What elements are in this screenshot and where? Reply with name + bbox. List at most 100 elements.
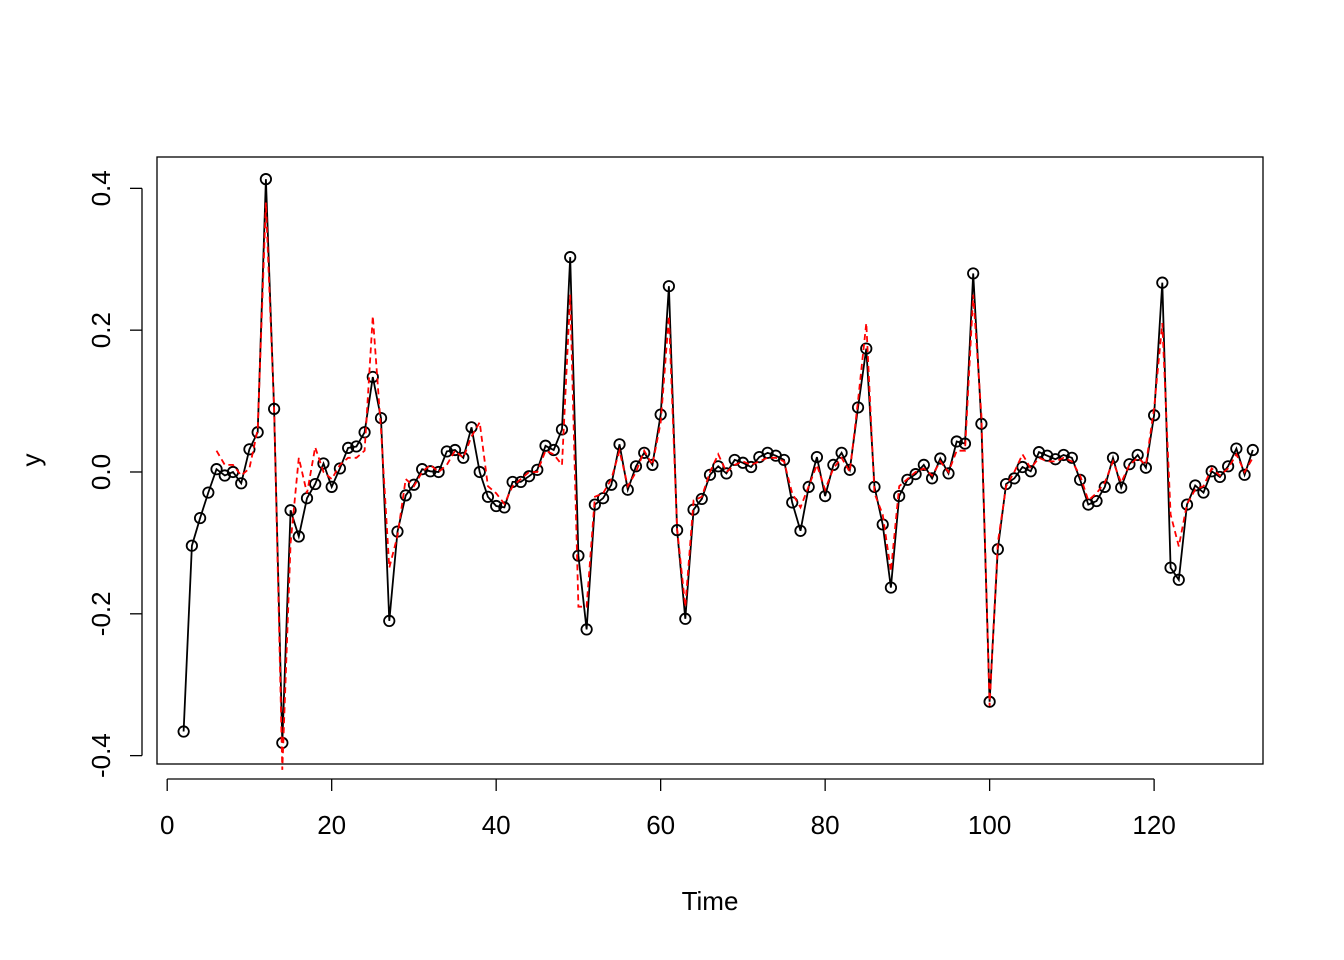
- x-tick-label: 100: [968, 810, 1011, 840]
- observed-point: [342, 441, 355, 454]
- observed-point: [1123, 458, 1136, 471]
- observed-point: [1131, 448, 1144, 462]
- observed-point: [210, 463, 223, 476]
- observed-point: [1222, 460, 1235, 473]
- y-tick-label: 0.4: [86, 170, 116, 206]
- x-tick-label: 80: [811, 810, 840, 840]
- observed-point: [259, 173, 272, 186]
- observed-point: [588, 498, 601, 511]
- observed-point: [1180, 498, 1194, 511]
- observed-point: [1172, 573, 1185, 586]
- observed-point: [950, 435, 963, 448]
- observed-point: [235, 477, 248, 490]
- observed-point: [366, 370, 379, 384]
- observed-point: [629, 460, 643, 473]
- x-axis: 0 20 40 60 80 100 120: [160, 778, 1176, 840]
- y-tick-label: -0.4: [86, 733, 116, 778]
- observed-point: [580, 623, 593, 636]
- observed-point: [1246, 443, 1259, 457]
- observed-point: [522, 470, 536, 483]
- x-tick-label: 40: [482, 810, 511, 840]
- observed-point: [901, 473, 914, 486]
- x-tick-label: 0: [160, 810, 174, 840]
- observed-point: [745, 460, 758, 474]
- observed-point: [457, 451, 470, 464]
- observed-point: [777, 453, 791, 467]
- observed-point: [333, 462, 347, 475]
- observed-point: [309, 477, 322, 491]
- observed-point: [555, 423, 569, 436]
- observed-point: [860, 342, 873, 355]
- observed-point: [473, 465, 486, 479]
- x-tick-label: 20: [317, 810, 346, 840]
- x-tick-label: 120: [1132, 810, 1175, 840]
- observed-point: [810, 450, 824, 464]
- observed-point: [1213, 470, 1227, 484]
- observed-point: [399, 489, 412, 502]
- observed-point: [1197, 486, 1210, 499]
- observed-point: [572, 549, 585, 562]
- x-tick-label: 60: [646, 810, 675, 840]
- y-tick-label: -0.2: [86, 591, 116, 636]
- observed-point: [243, 443, 256, 456]
- observed-point: [514, 475, 527, 489]
- observed-point: [917, 458, 930, 471]
- observed-point: [1065, 451, 1078, 464]
- observed-point: [703, 468, 717, 481]
- y-tick-label: 0.2: [86, 312, 116, 348]
- observed-point: [448, 443, 462, 457]
- observed-point: [1164, 561, 1177, 574]
- observed-point: [942, 467, 955, 480]
- x-axis-label: Time: [682, 886, 739, 916]
- observed-point: [958, 437, 972, 450]
- observed-point: [481, 490, 495, 503]
- fitted-series-line: [215, 202, 1254, 770]
- plot-frame: [156, 156, 1264, 765]
- observed-point: [185, 539, 198, 552]
- observed-point: [1115, 481, 1128, 494]
- observed-point: [564, 251, 577, 264]
- observed-point: [193, 511, 207, 525]
- y-tick-label: 0.0: [86, 454, 116, 490]
- observed-point: [662, 280, 675, 293]
- observed-point: [547, 443, 560, 457]
- observed-point: [317, 457, 330, 470]
- observed-point: [794, 524, 807, 537]
- y-axis: -0.4 -0.2 0.0 0.2 0.4: [86, 170, 143, 778]
- observed-point: [638, 446, 651, 459]
- observed-point: [284, 504, 297, 517]
- observed-point: [893, 489, 906, 503]
- observed-point: [786, 496, 799, 509]
- observed-point: [490, 499, 503, 513]
- observed-point: [925, 472, 939, 485]
- observed-point: [416, 463, 429, 476]
- observed-point: [909, 468, 922, 481]
- observed-point: [802, 480, 815, 493]
- observed-point: [350, 440, 363, 453]
- observed-point: [934, 452, 947, 465]
- observed-point: [292, 530, 305, 543]
- observed-point: [424, 465, 437, 478]
- observed-point: [498, 501, 511, 514]
- observed-point: [325, 480, 338, 493]
- observed-point: [202, 486, 215, 499]
- observed-point: [1156, 276, 1169, 289]
- observed-point: [1008, 472, 1021, 485]
- observed-point: [679, 612, 692, 625]
- observed-point: [884, 581, 898, 594]
- observed-point: [1238, 468, 1251, 481]
- observed-point: [851, 401, 865, 414]
- y-axis-label: y: [16, 454, 46, 467]
- observed-point: [695, 492, 708, 506]
- observed-point: [1057, 448, 1070, 462]
- observed-point: [383, 614, 396, 628]
- observed-point: [967, 267, 980, 280]
- series-layer: [177, 173, 1259, 770]
- observed-point: [596, 492, 610, 505]
- observed-point: [432, 465, 445, 479]
- observed-point: [1090, 494, 1103, 508]
- observed-point: [268, 402, 281, 415]
- observed-point: [407, 478, 421, 491]
- observed-point: [177, 725, 190, 738]
